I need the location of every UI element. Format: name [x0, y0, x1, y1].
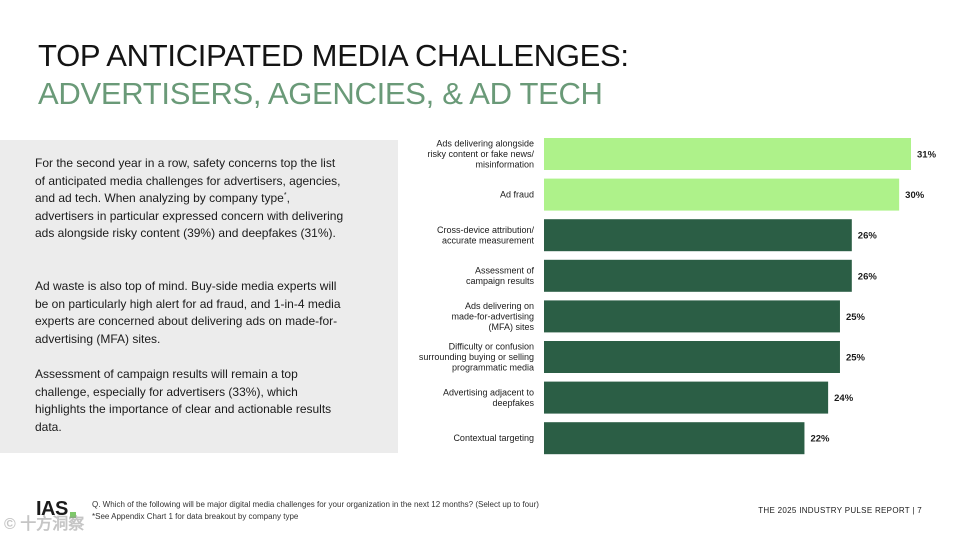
ias-logo: IAS	[36, 498, 68, 520]
value-label-5: 25%	[846, 312, 866, 323]
category-label-2: Ad fraud	[500, 190, 534, 200]
value-label-2: 30%	[905, 190, 925, 201]
value-label-4: 26%	[858, 271, 878, 282]
bar-4	[544, 259, 852, 292]
paragraph-2: Ad waste is also top of mind. Buy-side m…	[35, 279, 341, 346]
title-line-2: ADVERTISERS, AGENCIES, & AD TECH	[38, 76, 603, 111]
bar-7	[544, 381, 829, 414]
bar-1	[544, 138, 911, 170]
paragraph-1: For the second year in a row, safety con…	[35, 156, 344, 240]
category-label-6: Difficulty or confusion surrounding buyin…	[419, 342, 534, 373]
bar-6	[544, 341, 840, 373]
bar-2	[544, 178, 900, 211]
value-label-7: 24%	[834, 393, 854, 404]
value-label-6: 25%	[846, 353, 866, 364]
category-label-7: Advertising adjacent to deepfakes	[443, 387, 535, 408]
bar-5	[544, 300, 840, 333]
category-label-5: Ads delivering on made-for-advertising (MF…	[451, 301, 534, 332]
category-label-3: Cross-device attribution/accurate measur…	[437, 225, 535, 246]
title-line-1: TOP ANTICIPATED MEDIA CHALLENGES:	[38, 38, 629, 73]
footnote-appendix: *See Appendix Chart 1 for data breakout …	[92, 512, 299, 521]
category-label-8: Contextual targeting	[453, 433, 534, 443]
value-label-8: 22%	[810, 434, 830, 445]
value-label-3: 26%	[858, 231, 878, 242]
paragraph-3: Assessment of campaign results will rema…	[35, 367, 332, 434]
footnote-question: Q. Which of the following will be major …	[92, 500, 539, 509]
watermark: © 十方洞察	[4, 516, 85, 533]
bar-chart: Ads delivering alongside risky content or…	[419, 138, 937, 455]
value-label-1: 31%	[917, 150, 937, 161]
report-title-page: THE 2025 INDUSTRY PULSE REPORT | 7	[758, 506, 922, 515]
bar-3	[544, 219, 852, 252]
bar-8	[544, 422, 805, 455]
text-panel	[0, 140, 398, 453]
logo-accent	[70, 512, 76, 518]
category-label-1: Ads delivering alongside risky content or…	[427, 139, 534, 170]
category-label-4: Assessment of campaign results	[466, 266, 535, 287]
